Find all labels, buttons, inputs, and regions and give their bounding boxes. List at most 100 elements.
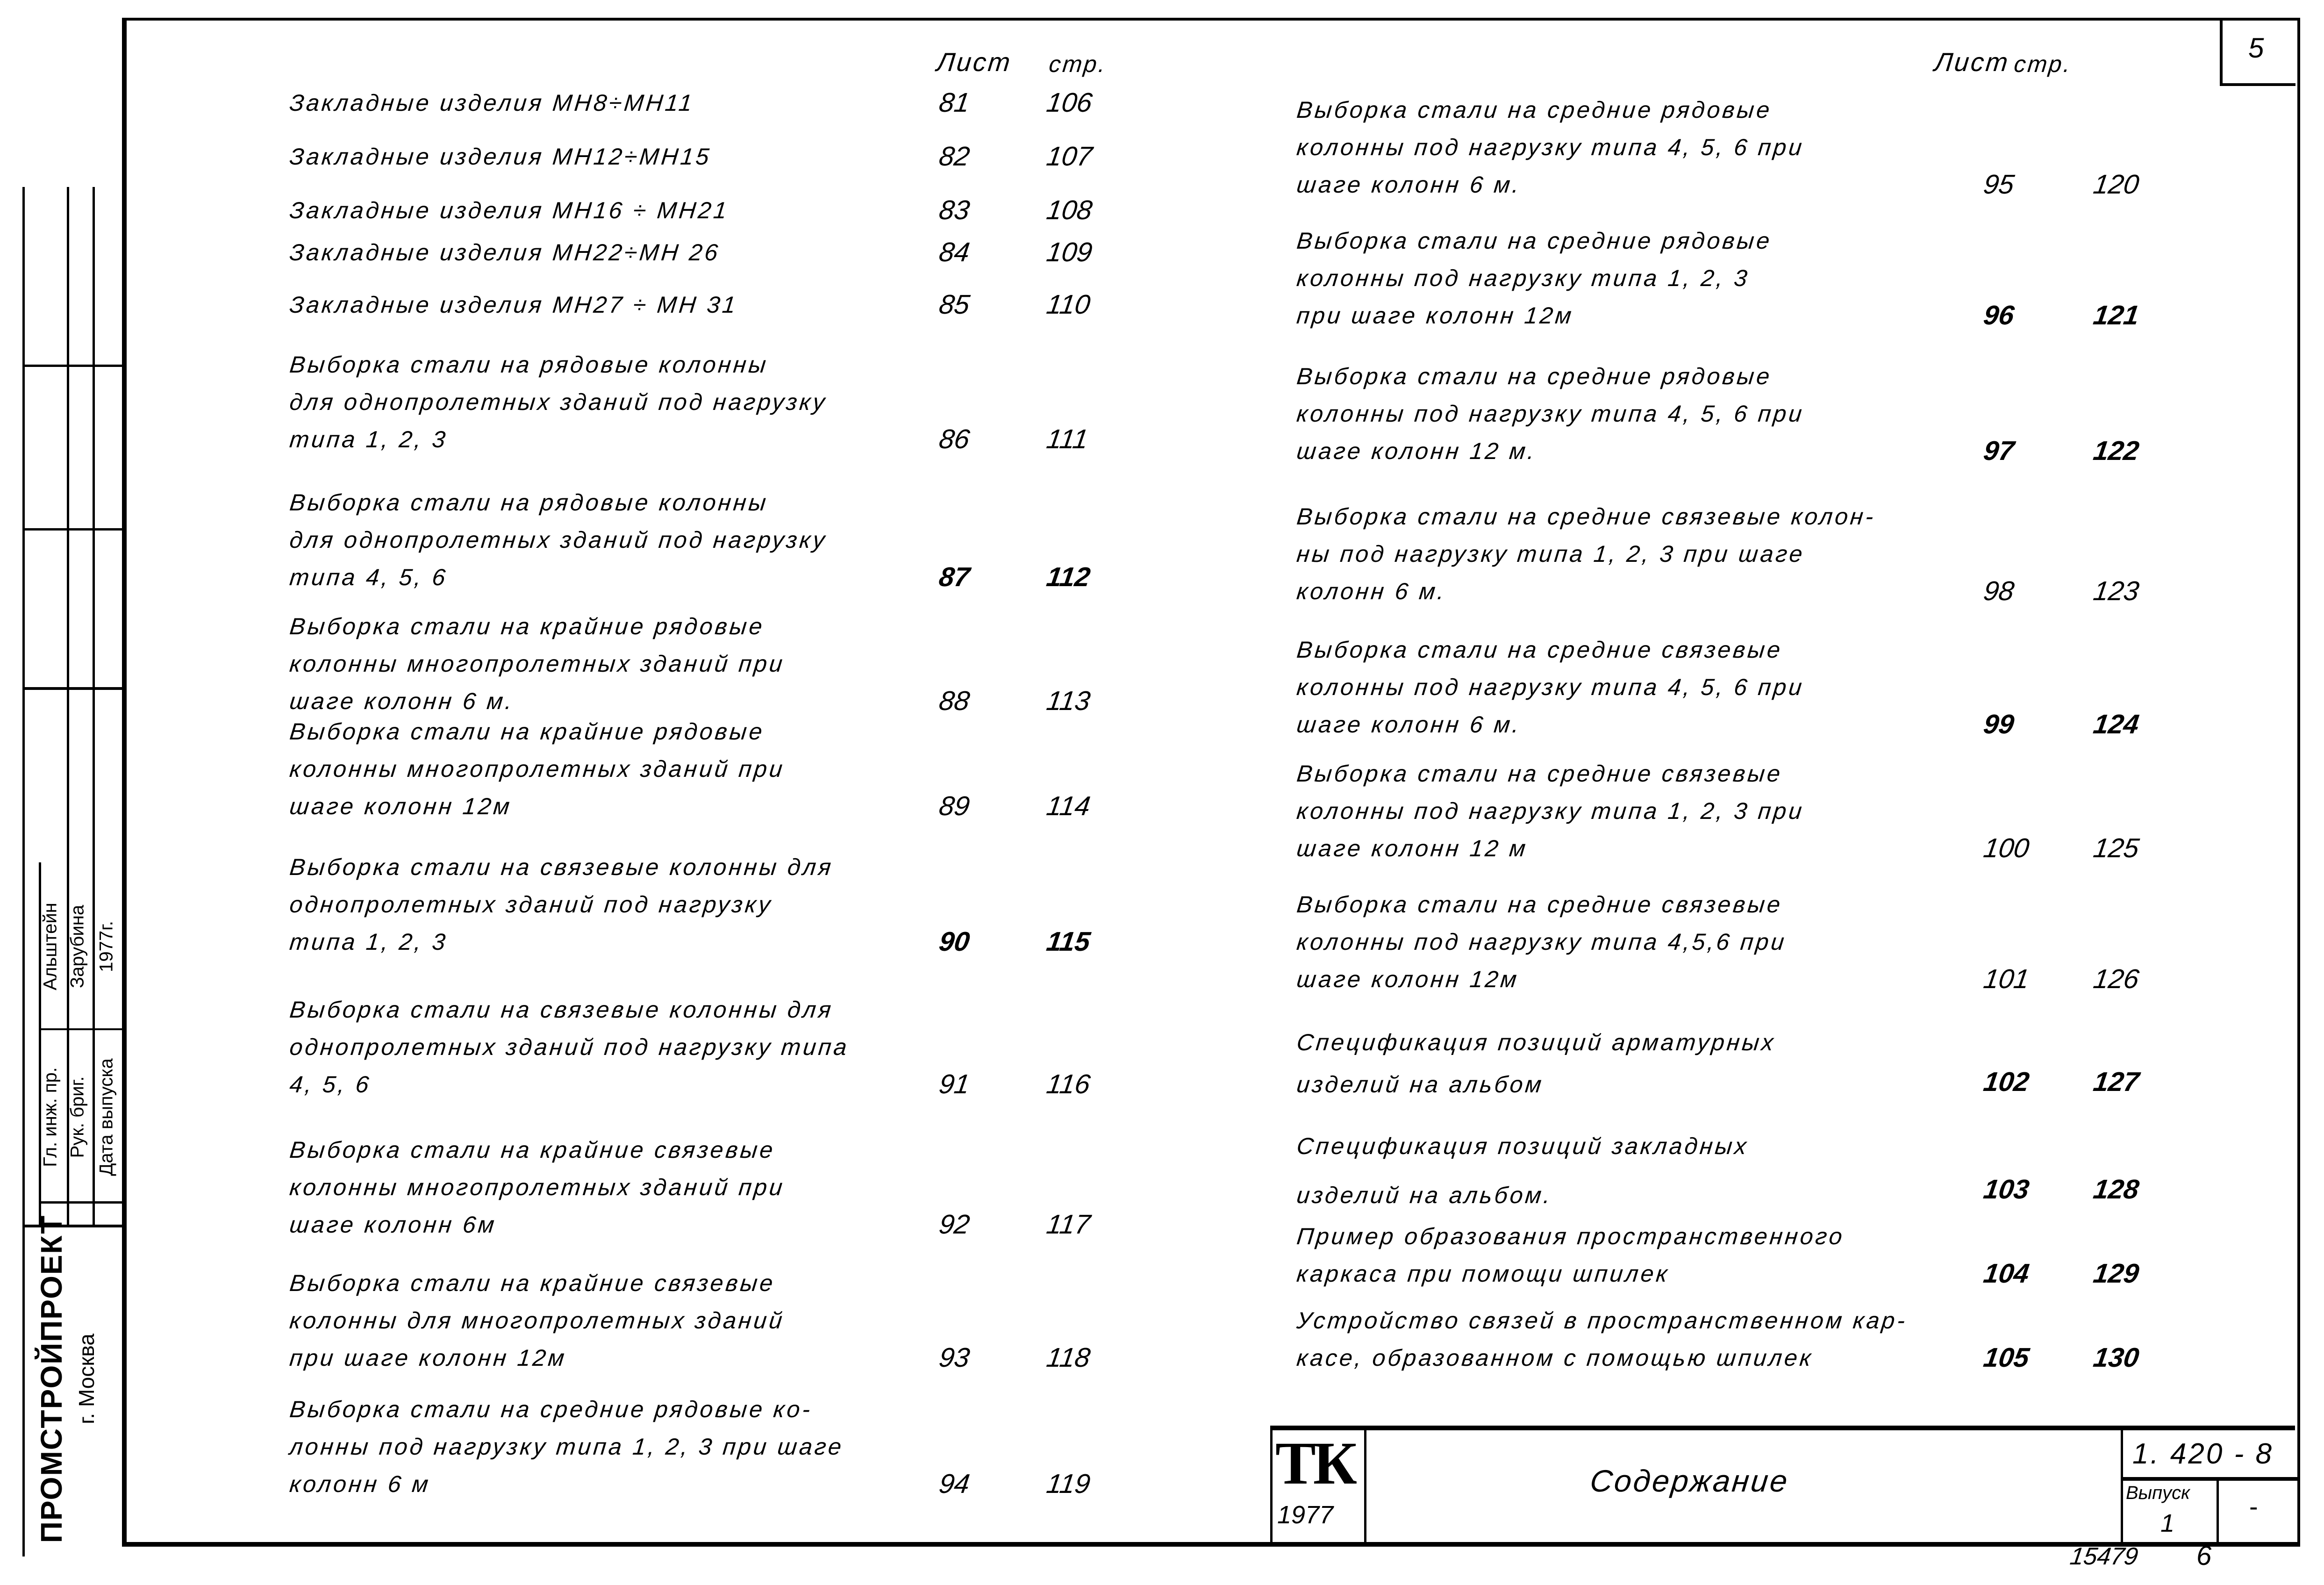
toc-page-number: 113: [1044, 686, 1093, 716]
toc-entry-title-line: касе, образованном с помощью шпилек: [1295, 1345, 1815, 1371]
toc-entry: Выборка стали на средние связевые колонны…: [1295, 886, 1788, 998]
toc-entry-title-line: изделий на альбом.: [1295, 1182, 1554, 1208]
toc-page-number: 111: [1044, 424, 1090, 454]
header-left-sheet: Лист: [935, 47, 1014, 77]
toc-entry-title-line: шаге колонн 6 м.: [1295, 711, 1523, 738]
toc-sheet-number: 93: [937, 1342, 972, 1373]
toc-entry-title-line: колонн 6 м: [288, 1471, 432, 1497]
organization-name: ПРОМСТРОЙПРОЕКТ: [35, 1214, 68, 1543]
logo-cell: ТК 1977: [1273, 1430, 1366, 1544]
toc-entry-title-line: Спецификация позиций арматурных: [1295, 1029, 1777, 1055]
toc-entry: Выборка стали на средние связевые колонны…: [1295, 631, 1806, 743]
toc-sheet-number: 94: [937, 1469, 972, 1499]
toc-sheet-number: 100: [1981, 833, 2031, 863]
toc-entry-title-line: для однопролетных зданий под нагрузку: [288, 389, 829, 415]
toc-entry-title-line: при шаге колонн 12м: [288, 1345, 568, 1371]
toc-sheet-number: 81: [937, 87, 972, 118]
toc-sheet-number: 102: [1981, 1067, 2031, 1097]
toc-sheet-number: 82: [937, 141, 972, 172]
toc-page-number: 126: [2091, 964, 2141, 994]
toc-sheet-number: 97: [1981, 436, 2017, 466]
toc-entry: Выборка стали на средние рядовые колонны …: [1295, 358, 1805, 470]
stamp-role: Гл. инж. пр.: [40, 1067, 61, 1167]
issue-value: 1: [2160, 1509, 2175, 1537]
toc-sheet-number: 91: [937, 1069, 972, 1099]
toc-page-number: 110: [1044, 289, 1093, 320]
toc-sheet-number: 88: [937, 686, 972, 716]
toc-entry-title-line: шаге колонн 12м: [288, 793, 514, 819]
toc-page-number: 109: [1044, 237, 1094, 267]
toc-page-number: 116: [1044, 1069, 1093, 1099]
footer-sheet: 6: [2196, 1541, 2212, 1571]
toc-entry: Выборка стали на крайние связевые колонны…: [288, 1264, 786, 1377]
toc-entry-title-line: Закладные изделия МН8÷МН11: [288, 90, 696, 116]
toc-entry-title-line: колонны многопролетных зданий при: [288, 1174, 787, 1200]
toc-entry-title-line: Выборка стали на крайние связевые: [288, 1270, 777, 1296]
toc-sheet-number: 90: [937, 926, 972, 957]
toc-entry-title-line: Выборка стали на рядовые колонны: [288, 351, 770, 378]
toc-entry-title-line: Выборка стали на средние связевые: [1295, 637, 1784, 663]
toc-entry-title-line: Выборка стали на средние рядовые: [1295, 363, 1773, 389]
toc-page-number: 129: [2091, 1258, 2141, 1289]
toc-sheet-number: 99: [1981, 709, 2017, 739]
toc-entry-title-line: Выборка стали на средние связевые колон-: [1295, 503, 1877, 530]
toc-entry-title-line: лонны под нагрузку типа 1, 2, 3 при шаге: [288, 1434, 845, 1460]
toc-entry-title-line: Выборка стали на средние рядовые: [1295, 97, 1773, 123]
toc-sheet-number: 103: [1981, 1174, 2031, 1205]
toc-entry: Выборка стали на крайние рядовые колонны …: [288, 713, 786, 825]
toc-page-number: 106: [1044, 87, 1094, 118]
toc-entry-title-line: Пример образования пространственного: [1295, 1223, 1846, 1249]
toc-entry: Выборка стали на средние рядовые колонны …: [1295, 222, 1773, 334]
toc-entry-title-line: колонны под нагрузку типа 1, 2, 3: [1295, 265, 1751, 291]
toc-entry-title-line: Закладные изделия МН27 ÷ МН 31: [288, 292, 739, 318]
toc-entry-title-line: Спецификация позиций закладных: [1295, 1133, 1750, 1159]
toc-sheet-number: 98: [1981, 576, 2017, 606]
toc-entry-title-line: шаге колонн 12м: [1295, 966, 1521, 992]
toc-page-number: 122: [2091, 436, 2141, 466]
header-right-sheet: Лист: [1933, 47, 2011, 77]
toc-entry-title-line: Выборка стали на крайние рядовые: [288, 718, 766, 745]
toc-entry: Выборка стали на средние связевые колон-…: [1295, 498, 1877, 610]
toc-entry-title-line: Закладные изделия МН16 ÷ МН21: [288, 197, 730, 223]
toc-page-number: 115: [1044, 926, 1093, 957]
toc-entry-title-line: шаге колонн 12 м.: [1295, 438, 1538, 464]
stamp: [22, 187, 122, 1556]
toc-sheet-number: 92: [937, 1209, 972, 1240]
toc-sheet-number: 87: [937, 562, 972, 592]
issue-label: Выпуск: [2126, 1483, 2190, 1503]
toc-entry-title-line: Выборка стали на средние рядовые: [1295, 228, 1773, 254]
toc-entry-title-line: Выборка стали на крайние рядовые: [288, 613, 766, 639]
toc-entry-title-line: Выборка стали на средние рядовые ко-: [288, 1396, 814, 1422]
toc-entry: Спецификация позиций закладных изделий на…: [1295, 1122, 1750, 1220]
stamp-name: Альштейн: [40, 903, 61, 990]
header-right-page: стр.: [2013, 51, 2074, 77]
toc-entry-title-line: Выборка стали на связевые колонны для: [288, 997, 835, 1023]
header-left-page: стр.: [1048, 51, 1108, 77]
toc-page-number: 112: [1044, 562, 1093, 592]
toc-entry: Выборка стали на крайние связевые колонны…: [288, 1131, 787, 1243]
toc-entry: Пример образования пространственного карк…: [1295, 1218, 1846, 1292]
sheet-mark: -: [2249, 1492, 2258, 1521]
toc-entry-title-line: шаге колонн 6м: [288, 1212, 498, 1238]
toc-page-number: 114: [1044, 791, 1093, 821]
toc-entry-title-line: колонны многопролетных зданий при: [288, 651, 787, 677]
toc-entry-title-line: колонн 6 м.: [1295, 578, 1448, 604]
toc-entry-title-line: колонны под нагрузку типа 4, 5, 6 при: [1295, 674, 1806, 700]
toc-page-number: 125: [2091, 833, 2141, 863]
toc-entry-title-line: колонны для многопролетных зданий: [288, 1307, 786, 1334]
toc-entry-title-line: типа 1, 2, 3: [288, 426, 449, 452]
toc-page-number: 124: [2091, 709, 2141, 739]
toc-sheet-number: 84: [937, 237, 972, 267]
toc-sheet-number: 85: [937, 289, 972, 320]
toc-entry-title-line: Закладные изделия МН12÷МН15: [288, 143, 713, 170]
toc-page-number: 117: [1044, 1209, 1093, 1240]
toc-entry: Закладные изделия МН12÷МН15: [288, 138, 713, 175]
toc-sheet-number: 101: [1981, 964, 2031, 994]
toc-entry: Устройство связей в пространственном кар…: [1295, 1302, 1909, 1377]
toc-entry-title-line: изделий на альбом: [1295, 1071, 1545, 1097]
toc-entry: Выборка стали на связевые колонны для одн…: [288, 991, 851, 1103]
toc-sheet-number: 86: [937, 424, 972, 454]
organization-city: г. Москва: [74, 1334, 99, 1424]
document-title: Содержание: [1588, 1463, 1791, 1498]
toc-entry-title-line: Устройство связей в пространственном кар…: [1295, 1307, 1909, 1334]
